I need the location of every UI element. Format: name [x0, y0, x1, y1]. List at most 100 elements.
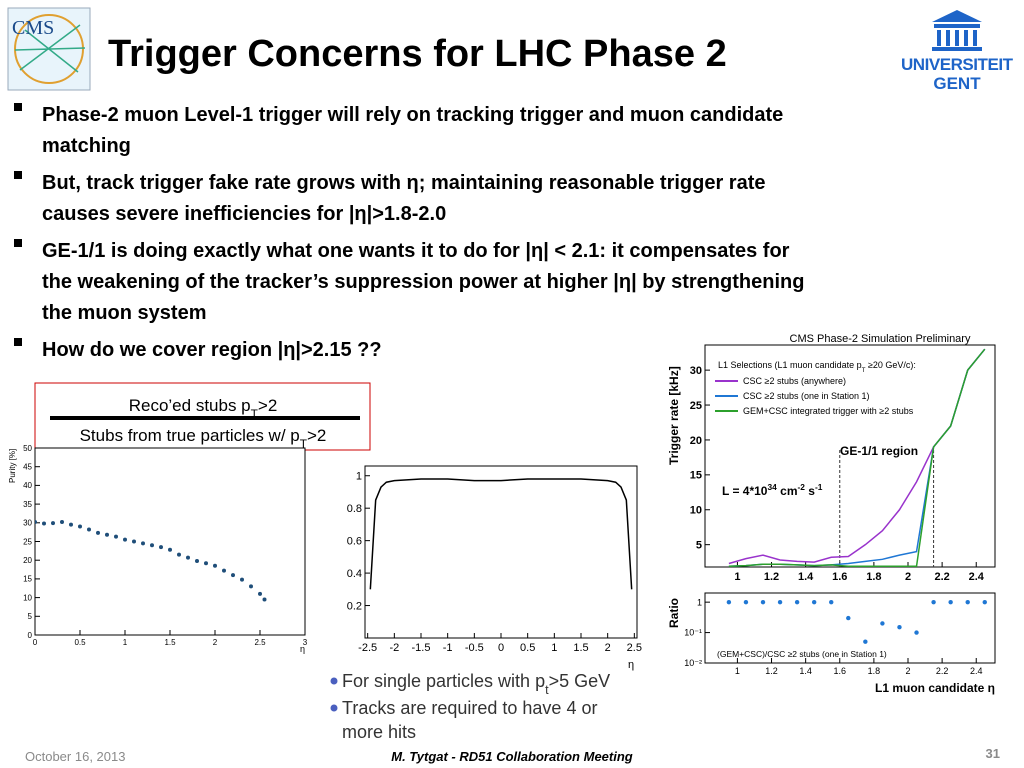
y-axis-label: Ratio — [667, 598, 681, 628]
data-point — [249, 584, 253, 589]
footer-date: October 16, 2013 — [25, 749, 125, 764]
data-point — [258, 591, 262, 596]
series-line — [369, 478, 633, 590]
bullet-text: GE-1/1 is doing exactly what one wants i… — [42, 240, 790, 262]
data-point — [87, 527, 91, 532]
data-point — [222, 568, 226, 573]
x-tick-label: -0.5 — [465, 642, 484, 654]
x-tick-label: 1 — [735, 666, 740, 676]
data-point — [743, 599, 749, 605]
cms-logo-tracks — [14, 24, 86, 73]
text-part: ≥20 GeV/c): — [865, 360, 915, 370]
bullet-marker — [14, 171, 22, 179]
subscript: T — [300, 437, 307, 451]
y-tick-label: 1 — [356, 471, 362, 483]
footer-author: M. Tytgat - RD51 Collaboration Meeting — [391, 749, 633, 764]
supscript: 34 — [767, 482, 777, 492]
data-point — [42, 521, 46, 526]
x-tick-label: 1.6 — [834, 666, 847, 676]
x-tick-label: 1.5 — [573, 642, 588, 654]
x-tick-label: -1 — [443, 642, 453, 654]
data-point — [262, 597, 267, 602]
x-tick-label: 2 — [905, 571, 911, 583]
text-part: L = 4*10 — [722, 484, 768, 498]
data-point — [794, 599, 800, 605]
data-point — [240, 577, 244, 582]
x-axis-label: η — [300, 644, 305, 654]
supscript: -1 — [815, 482, 823, 492]
y-tick-label: 25 — [690, 400, 702, 412]
gent-beam — [934, 24, 980, 28]
bullet-dot — [330, 677, 338, 685]
gent-logo-text: GENT — [933, 74, 981, 93]
data-point — [51, 521, 55, 526]
gent-logo — [932, 10, 982, 51]
text-part: cm — [777, 484, 798, 498]
y-tick-label: 30 — [690, 365, 702, 377]
y-tick-label: 40 — [23, 481, 32, 490]
x-tick-label: -1.5 — [412, 642, 431, 654]
data-point — [760, 599, 766, 605]
x-tick-label: 2.4 — [970, 666, 983, 676]
lumi-label: L = 4*1034 cm-2 s-1 — [722, 482, 823, 498]
text-part: more hits — [342, 722, 416, 742]
x-tick-label: 1.4 — [799, 666, 812, 676]
data-point — [123, 537, 127, 542]
bullet-text: matching — [42, 135, 131, 157]
y-tick-label: 0.8 — [347, 503, 362, 515]
plot-frame — [704, 344, 996, 568]
subscript: T — [251, 407, 258, 421]
bullet-text: causes severe inefficiencies for |η|>1.8… — [42, 203, 446, 225]
y-tick-label: 0.6 — [347, 535, 362, 547]
data-point — [231, 573, 235, 578]
y-tick-label: 50 — [23, 444, 32, 453]
y-tick-label: 35 — [23, 500, 32, 509]
data-point — [141, 541, 145, 546]
x-tick-label: 1 — [551, 642, 557, 654]
x-tick-label: 2.2 — [936, 666, 949, 676]
text-part: s — [805, 484, 815, 498]
text-part: For single particles with p — [342, 671, 545, 691]
y-tick-label: 45 — [23, 463, 32, 472]
data-point — [69, 522, 73, 527]
x-tick-label: 1 — [734, 571, 740, 583]
x-tick-label: 1.6 — [832, 571, 847, 583]
cms-logo-text: CMS — [12, 17, 54, 39]
gent-base — [932, 47, 982, 51]
text-part: Stubs from true particles w/ p — [80, 426, 300, 445]
data-point — [811, 599, 817, 605]
data-point — [863, 639, 868, 644]
data-point — [96, 530, 100, 535]
data-point — [880, 621, 885, 626]
x-tick-label: 2 — [605, 642, 611, 654]
bullet-text: Phase-2 muon Level-1 trigger will rely o… — [42, 104, 783, 126]
y-tick-label: 1 — [697, 597, 702, 607]
x-tick-label: 0.5 — [74, 638, 86, 647]
x-axis-label: L1 muon candidate η — [875, 681, 995, 695]
text-part: L1 Selections (L1 muon candidate p — [718, 360, 862, 370]
text-part: >2 — [307, 426, 326, 445]
footer-page: 31 — [986, 746, 1000, 761]
y-axis-label: Purity [%] — [8, 449, 17, 483]
y-tick-label: 10⁻¹ — [684, 628, 702, 638]
plot-title: CMS Phase-2 Simulation Preliminary — [790, 333, 971, 345]
x-tick-label: 0 — [33, 638, 38, 647]
small-bullet-text: For single particles with pt>5 GeV — [342, 671, 610, 697]
data-point — [829, 599, 834, 605]
x-tick-label: 3 — [303, 638, 308, 647]
small-bullet-text: more hits — [342, 722, 416, 742]
data-point — [132, 539, 136, 544]
text-part: Tracks are required to have 4 or — [342, 698, 597, 718]
data-point — [982, 599, 987, 605]
legend-label: GEM+CSC integrated trigger with ≥2 stubs — [743, 406, 914, 416]
x-tick-label: 2.5 — [627, 642, 642, 654]
bullet-dot — [330, 704, 338, 712]
ratio-legend: (GEM+CSC)/CSC ≥2 stubs (one in Station 1… — [717, 649, 887, 659]
y-tick-label: 15 — [23, 575, 32, 584]
x-tick-label: 1.8 — [868, 666, 881, 676]
data-point — [35, 520, 37, 525]
bullet-marker — [14, 338, 22, 346]
x-tick-label: 0 — [498, 642, 504, 654]
subscript: T — [862, 367, 866, 374]
